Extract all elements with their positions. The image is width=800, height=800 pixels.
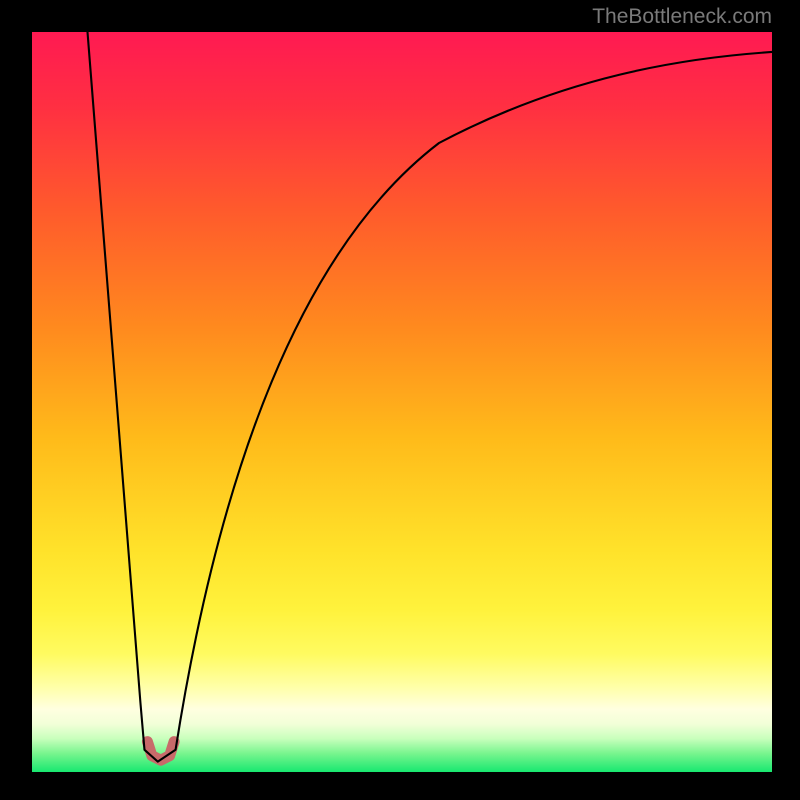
bottleneck-chart — [32, 32, 772, 772]
plot-background — [32, 32, 772, 772]
watermark-text: TheBottleneck.com — [592, 5, 772, 29]
figure-root: TheBottleneck.com — [0, 0, 800, 800]
